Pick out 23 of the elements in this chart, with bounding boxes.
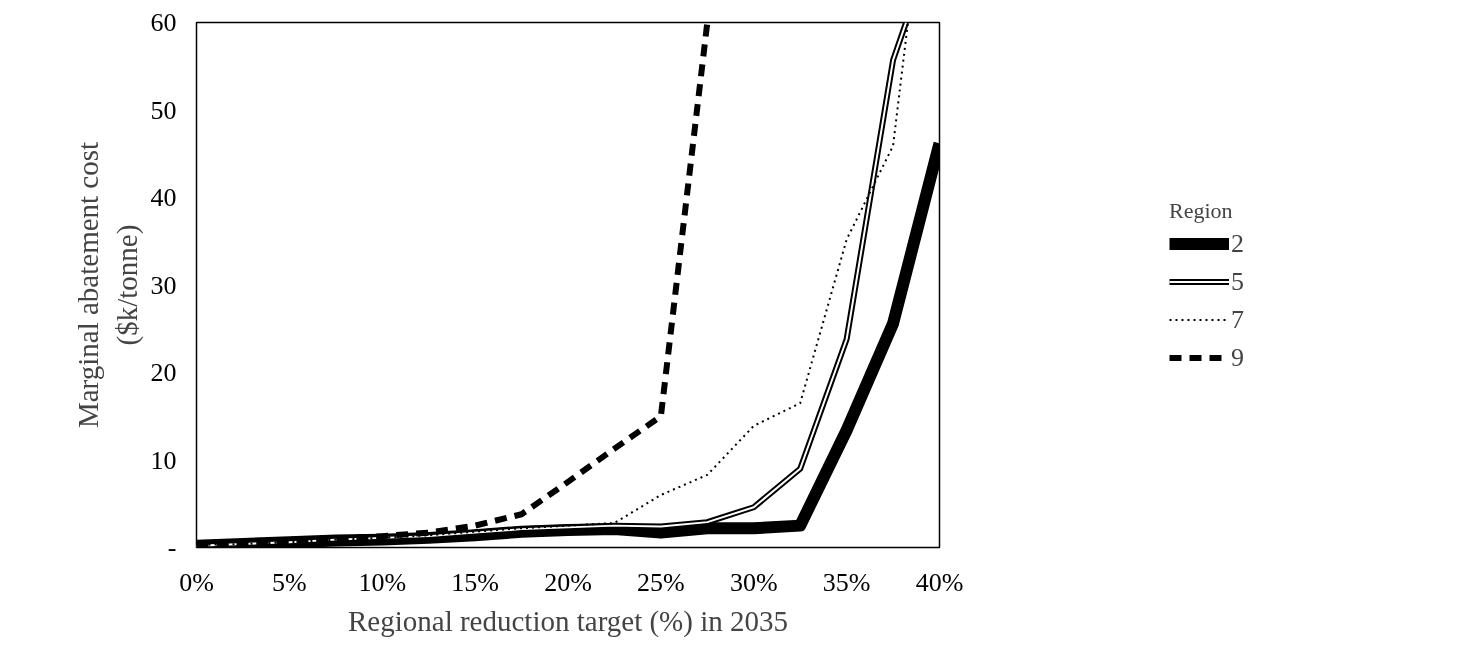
legend-label: 2 <box>1231 228 1245 258</box>
y-tick-label: 10 <box>150 445 177 475</box>
x-tick-label: 30% <box>729 567 778 597</box>
legend-title: Region <box>1169 197 1234 223</box>
x-tick-label: 35% <box>822 567 871 597</box>
x-axis-title: Regional reduction target (%) in 2035 <box>348 604 788 638</box>
y-tick-label: 30 <box>150 270 177 300</box>
legend-label: 9 <box>1231 342 1245 372</box>
y-tick-label: 50 <box>150 95 177 125</box>
y-tick-label: 20 <box>150 358 177 387</box>
y-axis-title: Marginal abatement cost ($k/tonne) <box>72 141 144 429</box>
legend-label: 5 <box>1231 266 1245 296</box>
x-tick-label: 15% <box>451 567 499 597</box>
x-tick-label: 40% <box>915 567 964 597</box>
y-tick-label: 40 <box>150 183 177 212</box>
y-tick-label: 60 <box>150 8 177 37</box>
y-tick-label: - <box>167 533 177 562</box>
x-tick-label: 0% <box>179 567 214 597</box>
x-tick-label: 25% <box>637 567 685 597</box>
x-tick-label: 5% <box>272 567 307 597</box>
x-tick-label: 20% <box>544 567 592 597</box>
x-tick-label: 10% <box>358 567 407 597</box>
legend-label: 7 <box>1231 304 1245 334</box>
